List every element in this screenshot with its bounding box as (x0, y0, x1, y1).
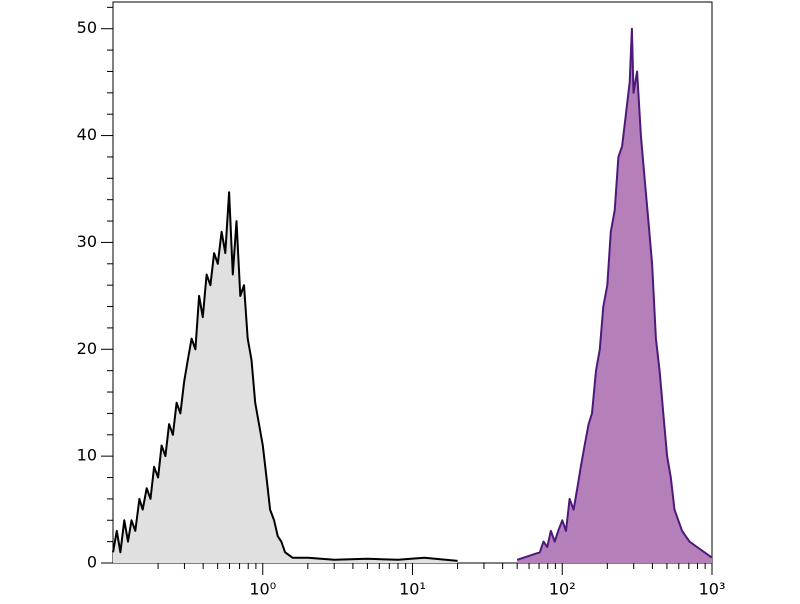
histogram-line (516, 27, 713, 561)
x-tick-label: 10³ (699, 580, 726, 599)
y-tick-label: 10 (77, 446, 97, 465)
x-tick-label: 10² (549, 580, 576, 599)
x-tick-label: 10¹ (399, 580, 426, 599)
x-tick-label: 10⁰ (249, 580, 276, 599)
y-tick-label: 50 (77, 18, 97, 37)
y-tick-label: 30 (77, 232, 97, 251)
y-tick-label: 40 (77, 125, 97, 144)
histogram-area (113, 192, 458, 563)
histogram-area (517, 28, 712, 563)
y-tick-label: 20 (77, 339, 97, 358)
y-tick-label: 0 (87, 553, 97, 572)
histogram-line (112, 191, 458, 562)
